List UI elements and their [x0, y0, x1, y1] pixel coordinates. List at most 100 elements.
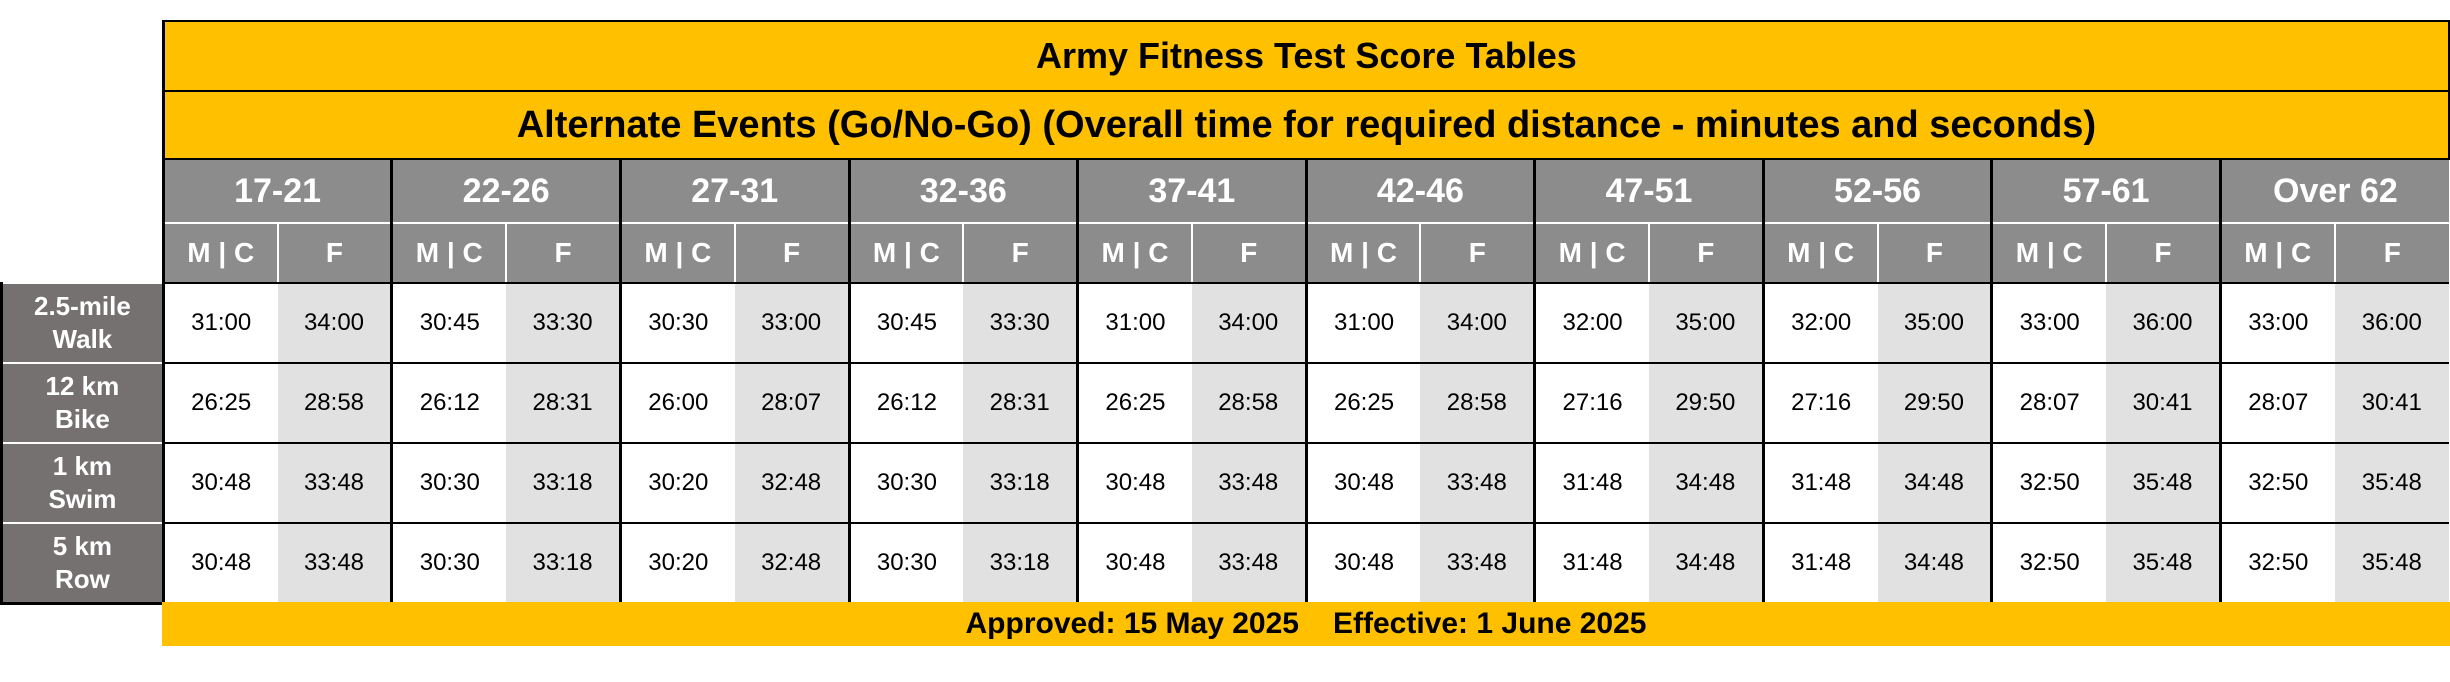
score-cell: 35:48: [2334, 443, 2449, 524]
event-label-line: Walk: [52, 324, 113, 354]
female-header: F: [2333, 223, 2449, 284]
score-cell: 31:48: [1533, 443, 1649, 524]
male-combat-header: M | C: [161, 223, 278, 284]
event-label-line: 12 km: [45, 371, 120, 401]
male-combat-header: M | C: [1076, 223, 1192, 284]
score-cell: 34:48: [1648, 443, 1764, 524]
score-cell: 28:07: [2218, 363, 2335, 444]
score-cell: 30:30: [390, 523, 507, 605]
table-row: 2.5-mile Walk 31:00 34:00 30:45 33:30 30:30 33:…: [0, 282, 2449, 364]
score-cell: 34:00: [277, 283, 392, 364]
female-header: F: [1419, 223, 1535, 284]
event-label: 5 km Row: [0, 522, 164, 605]
corner-spacer: [1, 159, 164, 223]
score-cell: 30:48: [1304, 523, 1421, 605]
male-combat-header: M | C: [847, 223, 964, 284]
score-cell: 29:50: [1877, 363, 1992, 444]
female-header: F: [505, 223, 621, 284]
score-cell: 33:18: [506, 523, 621, 605]
male-combat-header: M | C: [1761, 223, 1878, 284]
score-cell: 30:45: [847, 283, 964, 364]
score-cell: 30:30: [618, 283, 735, 364]
age-group-header: 47-51: [1533, 158, 1764, 224]
score-cell: 30:20: [618, 443, 735, 524]
score-cell: 32:48: [734, 443, 849, 524]
male-combat-header: M | C: [1533, 223, 1649, 284]
score-cell: 28:31: [963, 363, 1078, 444]
score-cell: 33:48: [277, 443, 392, 524]
score-cell: 33:48: [1191, 443, 1307, 524]
event-label: 12 km Bike: [0, 362, 164, 444]
event-label-line: 5 km: [52, 531, 113, 561]
table-title: Army Fitness Test Score Tables: [161, 20, 2450, 92]
score-table: Army Fitness Test Score Tables Alternate…: [0, 20, 2450, 605]
score-cell: 27:16: [1761, 363, 1878, 444]
age-group-header: 52-56: [1761, 158, 1992, 224]
score-cell: 30:48: [161, 523, 278, 605]
score-cell: 33:18: [506, 443, 621, 524]
score-cell: 33:00: [2218, 283, 2335, 364]
score-cell: 26:12: [847, 363, 964, 444]
female-header: F: [1190, 223, 1307, 284]
score-cell: 31:48: [1533, 523, 1649, 605]
score-cell: 31:00: [1076, 283, 1192, 364]
event-label-line: 2.5-mile: [33, 291, 131, 321]
event-label-line: Bike: [54, 404, 110, 434]
event-label: 2.5-mile Walk: [0, 282, 164, 364]
score-cell: 28:07: [734, 363, 849, 444]
score-cell: 34:48: [1877, 443, 1992, 524]
score-cell: 33:18: [963, 523, 1078, 605]
male-combat-header: M | C: [618, 223, 735, 284]
score-cell: 30:41: [2106, 363, 2221, 444]
male-combat-header: M | C: [1990, 223, 2107, 284]
age-group-header: 57-61: [1990, 158, 2221, 224]
score-cell: 26:12: [390, 363, 507, 444]
score-cell: 28:58: [1420, 363, 1535, 444]
score-cell: 32:50: [1990, 523, 2107, 605]
corner-spacer: [1, 21, 164, 91]
score-cell: 26:25: [1076, 363, 1192, 444]
female-header: F: [2105, 223, 2221, 284]
score-cell: 35:00: [1648, 283, 1764, 364]
score-cell: 30:48: [161, 443, 278, 524]
corner-spacer: [1, 223, 164, 283]
score-cell: 30:48: [1076, 523, 1192, 605]
score-cell: 29:50: [1648, 363, 1764, 444]
score-cell: 30:48: [1304, 443, 1421, 524]
score-cell: 31:48: [1761, 443, 1878, 524]
effective-date: Effective: 1 June 2025: [1332, 607, 1647, 640]
score-cell: 27:16: [1533, 363, 1649, 444]
score-cell: 36:00: [2106, 283, 2221, 364]
score-cell: 32:00: [1533, 283, 1649, 364]
score-cell: 30:30: [390, 443, 507, 524]
score-cell: 30:41: [2334, 363, 2449, 444]
score-cell: 32:50: [2218, 523, 2335, 605]
approved-date: Approved: 15 May 2025: [965, 607, 1299, 640]
score-cell: 34:48: [1877, 523, 1992, 605]
event-label-line: 1 km: [52, 451, 113, 481]
score-cell: 34:00: [1420, 283, 1535, 364]
score-cell: 32:00: [1761, 283, 1878, 364]
female-header: F: [1647, 223, 1764, 284]
score-cell: 31:00: [161, 283, 278, 364]
female-header: F: [962, 223, 1078, 284]
score-cell: 32:50: [2218, 443, 2335, 524]
female-header: F: [276, 223, 392, 284]
male-combat-header: M | C: [1304, 223, 1421, 284]
score-cell: 33:48: [277, 523, 392, 605]
score-cell: 30:48: [1076, 443, 1192, 524]
score-cell: 35:48: [2106, 523, 2221, 605]
score-cell: 28:58: [277, 363, 392, 444]
age-group-header: 32-36: [847, 158, 1078, 224]
corner-spacer: [1, 91, 164, 159]
score-cell: 32:50: [1990, 443, 2107, 524]
female-header: F: [1876, 223, 1992, 284]
score-cell: 33:48: [1191, 523, 1307, 605]
score-cell: 30:20: [618, 523, 735, 605]
score-cell: 26:00: [618, 363, 735, 444]
age-group-header: 37-41: [1076, 158, 1307, 224]
age-group-header: Over 62: [2218, 158, 2449, 224]
table-row: 12 km Bike 26:25 28:58 26:12 28:31 26:00 28:07 2…: [0, 362, 2449, 444]
score-cell: 33:48: [1420, 523, 1535, 605]
table-row: 5 km Row 30:48 33:48 30:30 33:18 30:20 32:48 30:…: [0, 522, 2449, 605]
